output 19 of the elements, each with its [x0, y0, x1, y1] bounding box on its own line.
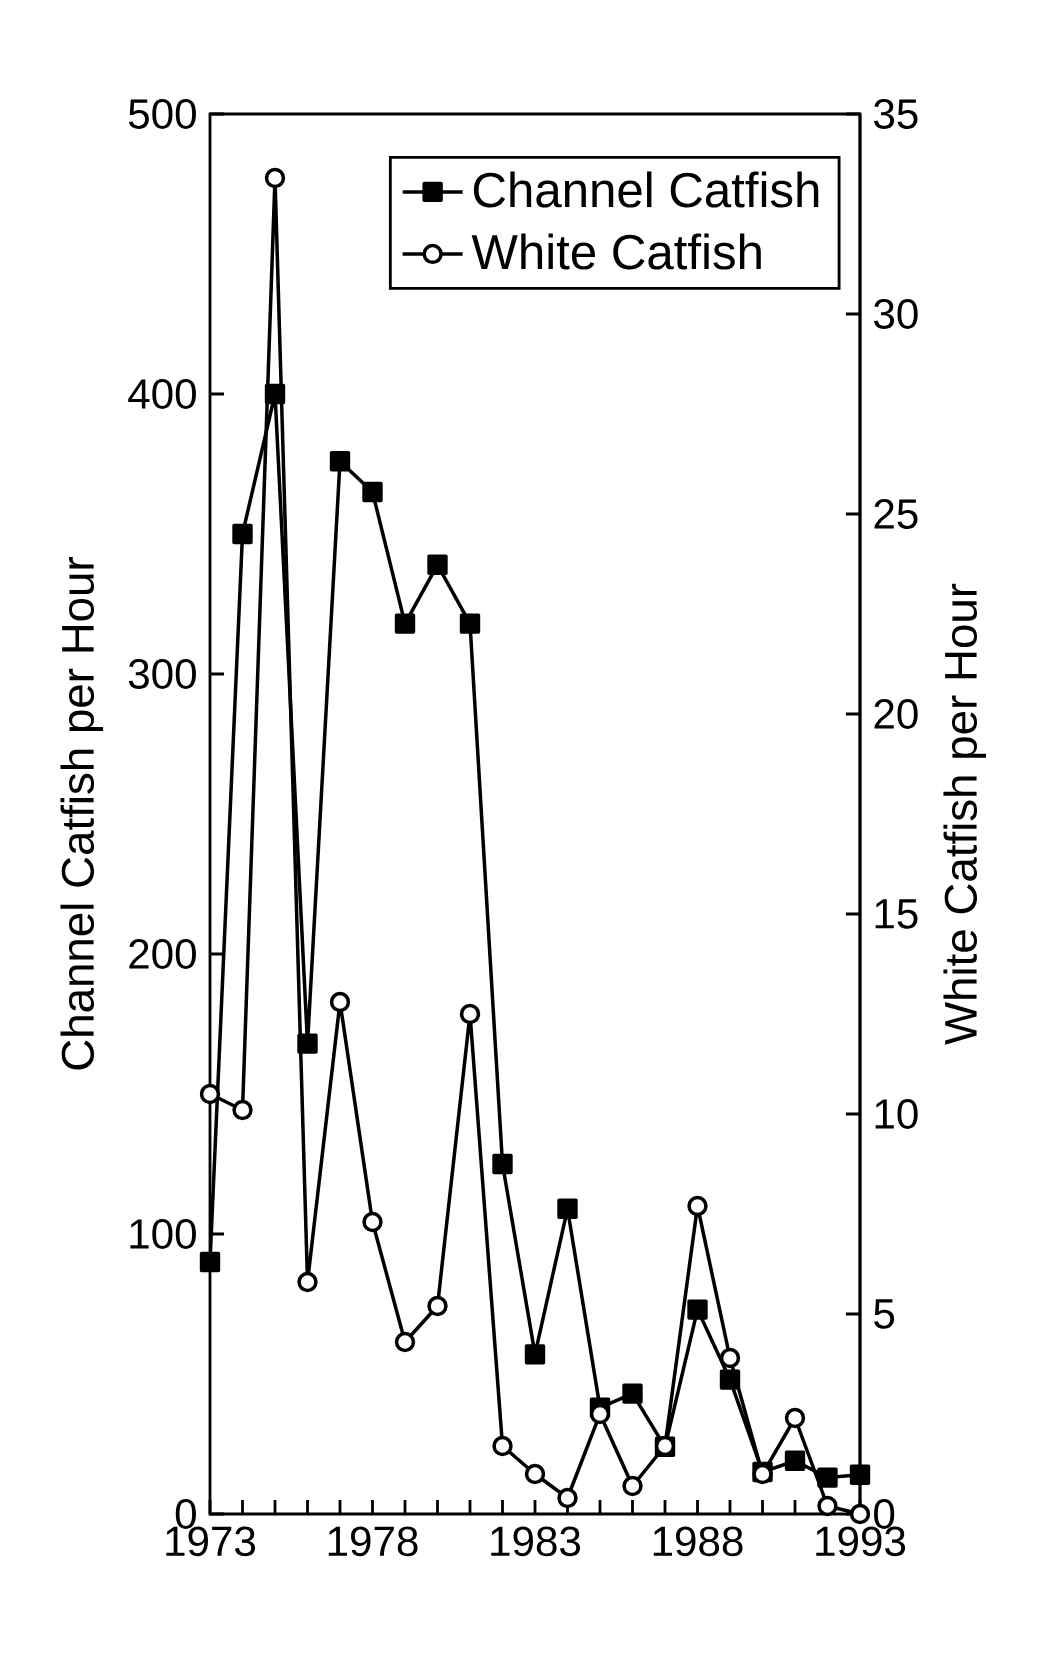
y-tick-label: 400	[128, 379, 196, 409]
legend-label: Channel Catfish	[473, 171, 819, 208]
y2-tick-label: 20	[874, 699, 918, 729]
x-tick-label: 1988	[653, 1526, 743, 1557]
x-tick-label: 1978	[328, 1526, 418, 1557]
legend-label: White Catfish	[471, 233, 761, 270]
y2-tick-label: 10	[875, 1099, 918, 1129]
y-tick-label: 500	[128, 99, 196, 129]
y2-tick-label: 35	[874, 99, 918, 129]
y2-tick-label: 30	[874, 299, 918, 329]
y-axis-title: Channel Catfish per Hour	[60, 557, 104, 1070]
y2-axis-title: White Catfish per Hour	[943, 583, 987, 1045]
y-tick-label: 300	[128, 659, 196, 689]
x-tick-label: 1983	[491, 1526, 581, 1557]
y2-tick-label: 5	[874, 1299, 895, 1329]
y-tick-label: 100	[130, 1219, 196, 1249]
y-tick-label: 200	[129, 939, 196, 969]
y2-tick-label: 25	[874, 499, 918, 529]
y2-tick-label: 15	[875, 899, 918, 929]
